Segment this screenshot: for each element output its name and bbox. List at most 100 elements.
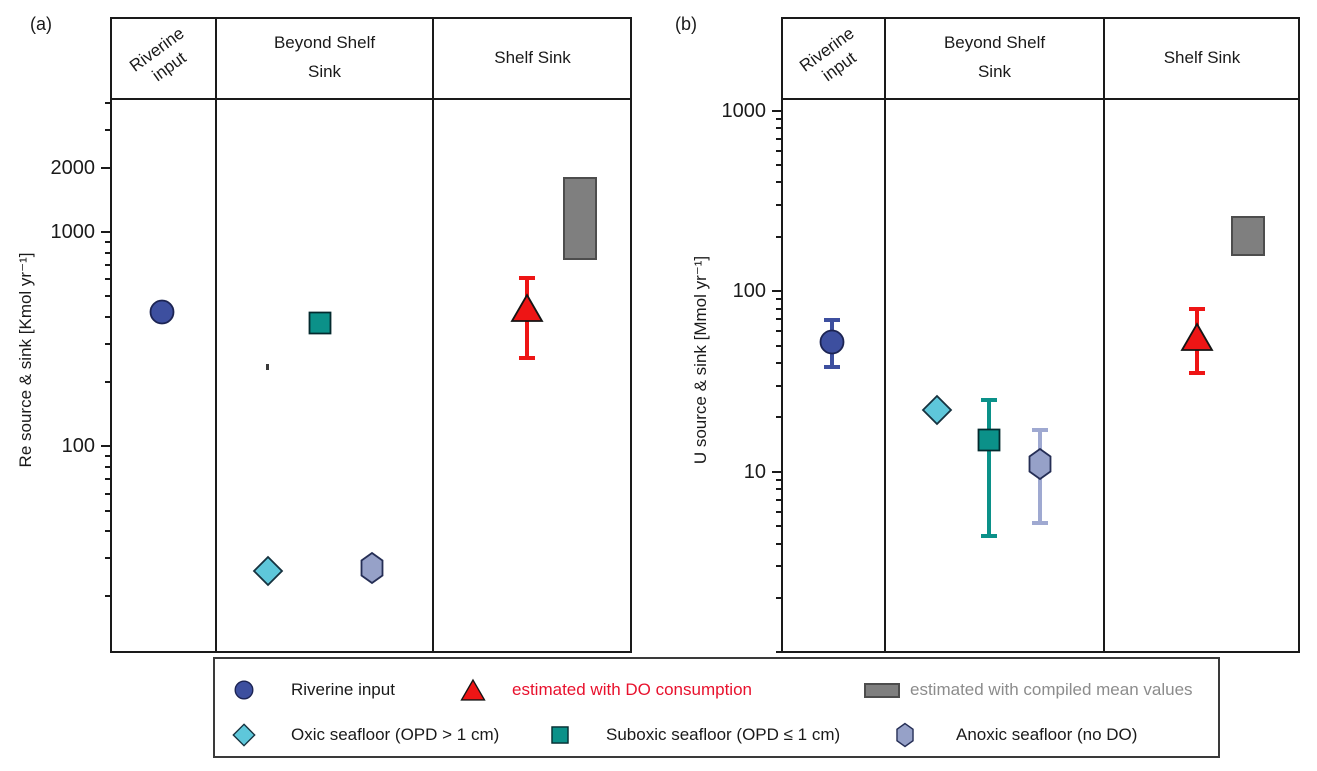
y-tick-minor [776, 596, 781, 599]
y-tick-minor [776, 163, 781, 166]
y-tick-label: 100 [61, 435, 95, 458]
error-bar [987, 399, 992, 537]
panel-b-label: (b) [675, 14, 697, 34]
hexagon-legend-icon [896, 722, 914, 748]
column-divider [432, 17, 435, 653]
column-header-shelf-sink: Shelf Sink [433, 19, 632, 97]
y-tick-minor [105, 478, 110, 481]
y-tick-minor [105, 342, 110, 345]
legend-label-compiled-mean: estimated with compiled mean values [910, 680, 1193, 699]
column-header-beyond-shelf-sink: Beyond Shelf Sink [885, 19, 1104, 97]
y-tick-minor [776, 298, 781, 301]
legend-item-riverine-input: Riverine input [231, 677, 395, 703]
data-marker-triangle [510, 291, 544, 325]
y-tick-minor [776, 330, 781, 333]
riverine-input-circle-icon [231, 677, 257, 703]
error-bar-cap [519, 355, 536, 360]
y-tick-minor [776, 127, 781, 130]
compiled-mean-rect-icon [864, 682, 900, 698]
data-marker-triangle [1180, 320, 1214, 354]
hexagon-marker-icon [1028, 448, 1052, 481]
y-tick-minor [776, 542, 781, 545]
column-divider [884, 17, 886, 653]
y-tick-minor [105, 557, 110, 559]
y-tick-major [101, 166, 110, 169]
y-tick-major [101, 230, 110, 233]
panel-a-label: (a) [30, 14, 52, 34]
y-tick-minor [105, 102, 110, 105]
y-tick-minor [776, 149, 781, 152]
legend-item-compiled-mean: estimated with compiled mean values [864, 677, 1193, 703]
error-bar-cap [519, 275, 536, 280]
column-divider [214, 17, 217, 653]
legend-label-do-consumption: estimated with DO consumption [512, 680, 752, 699]
error-bar-cap [823, 318, 840, 323]
y-tick-minor [105, 492, 110, 495]
y-tick-minor [776, 525, 781, 528]
y-tick-minor [105, 509, 110, 512]
y-tick-minor [776, 344, 781, 347]
y-tick-minor [776, 204, 781, 207]
error-bar-cap [823, 365, 840, 370]
data-marker-diamond [920, 393, 954, 427]
do-consumption-triangle-icon [460, 677, 486, 703]
data-marker-square [303, 306, 337, 340]
column-header-riverine-input: Riverine input [110, 19, 216, 97]
y-tick-minor [776, 565, 781, 568]
header-separator [110, 98, 632, 100]
legend-item-suboxic-seafloor: Suboxic seafloor (OPD ≤ 1 cm) [547, 722, 840, 748]
legend-label-suboxic-seafloor: Suboxic seafloor (OPD ≤ 1 cm) [606, 725, 841, 744]
triangle-marker-icon [1180, 321, 1214, 351]
circle-marker-icon [819, 330, 845, 355]
y-tick-minor [776, 478, 781, 481]
suboxic-seafloor-square-icon [547, 722, 573, 748]
y-tick-major [772, 290, 781, 293]
column-header-beyond-shelf-sink: Beyond Shelf Sink [216, 19, 433, 97]
column-header-text: Beyond Shelf Sink [273, 33, 376, 81]
column-divider [1103, 17, 1106, 653]
y-tick-label: 2000 [50, 156, 96, 179]
y-tick-minor [105, 128, 110, 131]
data-marker-diamond [251, 554, 285, 588]
panel-b-box [781, 17, 1300, 653]
y-tick-label: 1000 [50, 220, 96, 243]
column-header-text: Riverine input [125, 23, 190, 86]
y-tick-minor [105, 530, 110, 533]
y-tick-minor [776, 361, 781, 364]
data-marker-circle [815, 325, 849, 359]
y-tick-minor [776, 181, 781, 184]
diamond-marker-icon [921, 394, 953, 426]
error-bar-cap [981, 534, 998, 539]
legend-item-oxic-seafloor: Oxic seafloor (OPD > 1 cm) [231, 722, 499, 748]
oxic-seafloor-diamond-icon [231, 722, 257, 748]
data-marker-circle [145, 295, 179, 329]
y-tick-major [101, 445, 110, 448]
y-tick-minor [776, 235, 781, 238]
legend-label-oxic-seafloor: Oxic seafloor (OPD > 1 cm) [291, 725, 500, 744]
legend-label-riverine-input: Riverine input [291, 680, 395, 699]
y-tick-label: 1000 [721, 99, 767, 122]
stray-mark [266, 364, 270, 371]
column-header-text: Shelf Sink [1163, 47, 1241, 67]
y-tick-minor [776, 117, 781, 120]
y-tick-minor [776, 307, 781, 310]
y-tick-minor [105, 465, 110, 468]
y-tick-label: 10 [743, 460, 766, 483]
y-tick-minor [776, 651, 781, 654]
circle-legend-icon [234, 680, 254, 700]
circle-marker-icon [149, 299, 175, 324]
square-legend-icon [551, 726, 569, 744]
y-tick-major [772, 470, 781, 473]
y-tick-minor [105, 264, 110, 267]
y-tick-minor [105, 380, 110, 383]
y-tick-minor [105, 278, 110, 281]
y-tick-minor [105, 594, 110, 597]
legend-label-anoxic-seafloor: Anoxic seafloor (no DO) [956, 725, 1138, 744]
panel-a-box [110, 17, 632, 653]
legend: Riverine input estimated with DO consump… [213, 657, 1220, 758]
data-marker-hexagon [355, 551, 389, 585]
y-tick-minor [105, 295, 110, 298]
square-marker-icon [977, 428, 1001, 452]
error-bar-cap [981, 397, 998, 402]
